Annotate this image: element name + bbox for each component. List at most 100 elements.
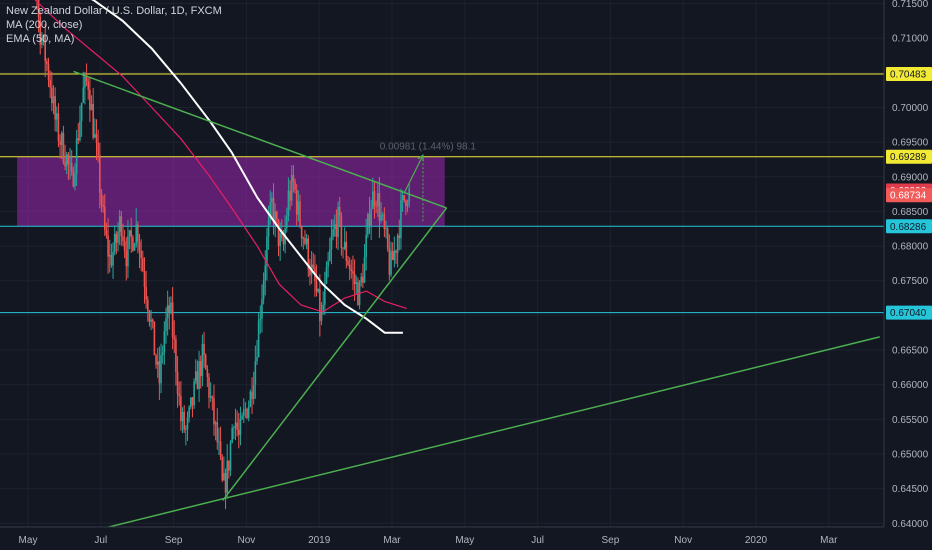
candle-body xyxy=(47,64,50,80)
ema-indicator-label[interactable]: EMA (50, MA) xyxy=(6,33,75,45)
candle-body xyxy=(287,190,290,217)
candle-body xyxy=(165,318,167,332)
candle-body xyxy=(347,260,349,265)
candle-body xyxy=(360,276,363,282)
candle-body xyxy=(383,214,386,230)
candle-body xyxy=(49,79,51,88)
candle-body xyxy=(216,422,219,443)
candle-body xyxy=(102,205,104,207)
candle-body xyxy=(67,154,70,165)
candle-body xyxy=(110,254,113,266)
symbol-title[interactable]: New Zealand Dollar / U.S. Dollar, 1D, FX… xyxy=(6,5,222,17)
candle-body xyxy=(391,251,394,260)
candle-body xyxy=(54,96,56,120)
candle-body xyxy=(309,269,311,276)
candle-body xyxy=(355,282,358,284)
trendlines[interactable] xyxy=(53,70,880,542)
candle-body xyxy=(211,396,214,399)
candle-body xyxy=(151,319,154,322)
price-tick-label: 0.67500 xyxy=(892,276,929,287)
candle-body xyxy=(190,397,192,408)
candle-body xyxy=(103,206,106,231)
candle-body xyxy=(90,103,93,110)
candle-body xyxy=(133,244,136,251)
candle-body xyxy=(317,289,320,292)
ma-indicator-label[interactable]: MA (200, close) xyxy=(6,19,83,31)
candle-body xyxy=(330,236,333,250)
level-price-tag: 0.69289 xyxy=(890,152,927,163)
candle-body xyxy=(236,422,238,430)
candle-body xyxy=(302,237,305,239)
candle-body xyxy=(97,142,99,156)
candle-body xyxy=(338,206,341,217)
candle-body xyxy=(208,376,210,398)
candle-body xyxy=(223,472,225,481)
candle-body xyxy=(127,235,129,267)
trendline xyxy=(53,336,880,542)
price-tick-label: 0.71000 xyxy=(892,34,929,45)
candle-body xyxy=(292,175,295,182)
time-tick-label: Jul xyxy=(94,535,107,546)
candle-body xyxy=(214,422,217,425)
candle-body xyxy=(233,427,235,429)
projection-tool[interactable]: 0.00981 (1.44%) 98.1 xyxy=(380,141,477,224)
candle-body xyxy=(213,398,215,425)
level-price-tag-bg xyxy=(886,67,932,82)
candle-body xyxy=(64,162,66,167)
candle-body xyxy=(132,237,134,251)
ma200-line xyxy=(90,0,403,334)
candle-body xyxy=(62,132,65,163)
time-tick-label: Mar xyxy=(383,535,401,546)
candle-body xyxy=(203,344,205,356)
candle-body xyxy=(376,193,379,207)
candle-body xyxy=(143,271,146,287)
candle-body xyxy=(84,75,86,88)
candle-body xyxy=(69,163,71,165)
candle-body xyxy=(381,214,384,216)
time-tick-label: Sep xyxy=(165,535,183,546)
candle-body xyxy=(194,371,197,382)
candle-body xyxy=(290,175,293,201)
candle-body xyxy=(242,409,245,416)
level-price-tag: 0.70483 xyxy=(890,70,927,81)
candle-body xyxy=(160,355,162,384)
candle-body xyxy=(372,191,374,209)
candle-body xyxy=(142,257,144,272)
candle-body xyxy=(113,233,116,253)
candle-body xyxy=(55,113,58,120)
candle-body xyxy=(191,397,194,406)
candle-body xyxy=(259,318,262,321)
candle-body xyxy=(175,339,177,372)
candle-body xyxy=(148,311,151,322)
candle-body xyxy=(277,219,280,247)
level-price-tag: 0.68286 xyxy=(890,222,927,233)
price-tick-label: 0.66000 xyxy=(892,380,929,391)
candle-body xyxy=(229,442,232,471)
candle-body xyxy=(185,429,187,430)
level-price-tag: 0.67040 xyxy=(890,308,927,319)
candle-body xyxy=(261,299,263,319)
candle-body xyxy=(170,302,172,313)
candle-body xyxy=(352,271,354,274)
horizontal-levels xyxy=(0,73,884,314)
candle-body xyxy=(348,264,351,270)
price-scale-labels: 0.704830.692890.682860.670400.688020.687… xyxy=(886,67,932,320)
candle-body xyxy=(99,155,101,194)
candle-body xyxy=(312,264,315,268)
candle-body xyxy=(350,269,353,272)
candle-body xyxy=(218,441,220,443)
candle-body xyxy=(249,391,252,407)
candle-body xyxy=(171,302,174,337)
candle-body xyxy=(186,417,189,430)
candle-body xyxy=(388,248,391,275)
candle-body xyxy=(276,211,278,220)
candle-body xyxy=(304,237,306,244)
moving-averages xyxy=(34,0,407,334)
candle-body xyxy=(107,235,109,257)
candle-body xyxy=(362,276,364,283)
candle-body xyxy=(251,391,253,399)
candle-body xyxy=(41,39,43,45)
candle-body xyxy=(72,170,75,187)
candle-body xyxy=(390,251,392,275)
